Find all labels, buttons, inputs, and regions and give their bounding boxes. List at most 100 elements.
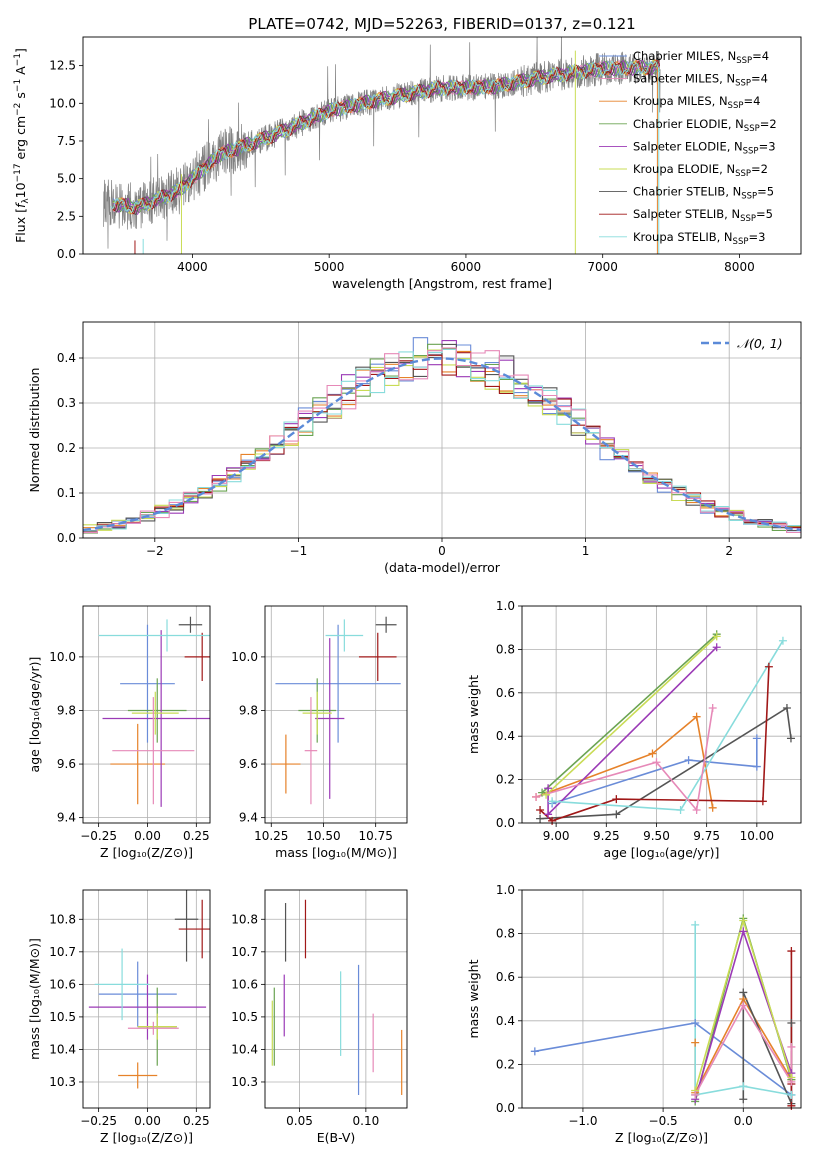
weight_vs_age-series-0-marker-1: [684, 756, 693, 765]
age_vs_mass-xlabel: mass [log₁₀(M/M⊙)]: [275, 845, 397, 860]
weight_vs_age-series-6-marker-4: [764, 662, 773, 671]
mass_vs_ebv-ytick-label-4: 10.7: [231, 945, 258, 959]
weight_vs_Z-series-5-marker-0: [739, 1095, 748, 1104]
weight_vs_Z-series-8-marker-0: [691, 1090, 700, 1099]
legend-label-suffix-6: =5: [757, 185, 774, 199]
weight_vs_age-series-7-line: [552, 640, 784, 811]
legend-label-main-2: Kroupa MILES, N: [633, 94, 728, 108]
spectrum-xlabel: wavelength [Angstrom, rest frame]: [332, 276, 552, 291]
weight_vs_age-series-5-marker-3: [786, 734, 795, 743]
weight_vs_age-ytick-label-3: 0.6: [496, 686, 515, 700]
weight_vs_age-ytick-label-1: 0.2: [496, 773, 515, 787]
mass_vs_ebv-xtick-label-1: 0.10: [353, 1114, 380, 1128]
weight_vs_Z-ytick-label-0: 0.0: [496, 1101, 515, 1115]
age_vs_mass-xtick-label-2: 10.75: [358, 829, 392, 843]
weight_vs_age-series-0-marker-3: [752, 734, 761, 743]
residuals-ytick-label-2: 0.2: [57, 441, 76, 455]
legend-label-1: Salpeter MILES, NSSP=4: [633, 72, 768, 89]
gaussian-reference-line: [83, 357, 801, 532]
weight_vs_age-series-5-marker-2: [782, 703, 791, 712]
residuals-xtick-label-4: 2: [725, 544, 733, 558]
legend-label-sub-0: SSP: [736, 56, 752, 66]
weight_vs_age-series-2-marker-0: [538, 788, 547, 797]
age_vs_Z-xtick-label-0: −0.25: [80, 829, 117, 843]
age_vs_Z-ytick-label-2: 9.8: [57, 703, 76, 717]
weight_vs_age-series-6-marker-1: [548, 816, 557, 825]
weight_vs_age-series-3-marker-0: [544, 784, 553, 793]
age_vs_Z-plot-area: [83, 606, 210, 823]
legend-label-sub-2: SSP: [728, 101, 744, 111]
age_vs_Z-ytick-label-1: 9.6: [57, 757, 76, 771]
weight_vs_age-series-1-marker-1: [648, 749, 657, 758]
legend-label-sub-7: SSP: [740, 214, 756, 224]
residual-histogram-5: [83, 343, 801, 532]
weight_vs_Z-xtick-label-1: −0.5: [649, 1114, 678, 1128]
spectrum-ytick-label-3: 7.5: [57, 134, 76, 148]
weight_vs_age-ytick-label-4: 0.8: [496, 642, 515, 656]
mass_vs_Z-xtick-label-0: −0.25: [80, 1114, 117, 1128]
gaussian-legend-label: 𝒩(0, 1): [737, 336, 783, 351]
legend-label-0: Chabrier MILES, NSSP=4: [633, 49, 769, 66]
weight_vs_age-series-6-marker-2: [612, 795, 621, 804]
weight_vs_age-series-4-line: [545, 635, 718, 796]
legend-label-8: Kroupa STELIB, NSSP=3: [633, 230, 765, 247]
weight_vs_Z-series-1-marker-0: [691, 1038, 700, 1047]
spectrum-panel: 4000 5000 6000 7000 8000 0.0 2.5 5.0 7.5 10.0 12.5…: [13, 36, 802, 291]
legend-label-main-8: Kroupa STELIB, N: [633, 230, 733, 244]
weight_vs_age-series-1-marker-2: [692, 712, 701, 721]
legend-label-sub-8: SSP: [733, 237, 749, 247]
residual-histogram-6: [83, 352, 801, 533]
figure-title: PLATE=0742, MJD=52263, FIBERID=0137, z=0…: [248, 15, 635, 33]
spectrum-frame: [82, 36, 802, 255]
weight_vs_age-series-7-marker-1: [676, 805, 685, 814]
age-vs-metallicity-panel: −0.25 0.00 0.25 9.4 9.6 9.8 10.0 Z [log₁₀(Z/Z⊙)…: [27, 605, 211, 860]
weight_vs_age-series-5-marker-1: [612, 810, 621, 819]
weight_vs_age-series-3-marker-1: [544, 810, 553, 819]
spectrum-xtick-label-1: 5000: [314, 260, 345, 274]
age_vs_Z-ylabel: age [log₁₀(age/yr)]: [27, 657, 42, 773]
weight-vs-age-panel: 9.00 9.25 9.50 9.75 10.00 0.0 0.2 0.4 0.6 0.8 1.0 a…: [466, 599, 802, 860]
weight_vs_Z-series-8-marker-1: [739, 1001, 748, 1010]
legend-label-sub-6: SSP: [741, 192, 757, 202]
mass_vs_Z-ytick-label-1: 10.4: [49, 1042, 76, 1056]
mass_vs_Z-ytick-label-5: 10.8: [49, 912, 76, 926]
mass_vs_Z-plot-area: [83, 890, 210, 1108]
mass_vs_ebv-xlabel: E(B-V): [317, 1130, 356, 1145]
weight_vs_age-series-8-marker-1: [652, 758, 661, 767]
weight_vs_Z-series-7-marker-3: [787, 1090, 796, 1099]
weight_vs_age-ytick-label-5: 1.0: [496, 599, 515, 613]
weight_vs_age-xtick-label-2: 9.50: [643, 829, 670, 843]
legend-label-suffix-5: =2: [751, 162, 768, 176]
legend-label-suffix-7: =5: [756, 207, 773, 221]
mass_vs_Z-ytick-label-3: 10.6: [49, 977, 76, 991]
legend-label-2: Kroupa MILES, NSSP=4: [633, 94, 760, 111]
residuals-ytick-label-1: 0.1: [57, 486, 76, 500]
age-vs-mass-panel: 10.25 10.50 10.75 9.4 9.6 9.8 10.0 mass [log₁₀(…: [231, 605, 408, 860]
age_vs_Z-ytick-label-0: 9.4: [57, 811, 76, 825]
mass_vs_Z-ytick-label-2: 10.5: [49, 1010, 76, 1024]
spectrum-plot-area: [103, 37, 661, 254]
legend-label-suffix-4: =3: [759, 139, 776, 153]
residuals-plot-area: [83, 322, 801, 538]
residuals-ytick-label-3: 0.3: [57, 396, 76, 410]
age_vs_mass-ytick-label-1: 9.6: [239, 757, 258, 771]
weight_vs_Z-series-5-marker-3: [787, 1018, 796, 1027]
weight_vs_Z-xtick-label-2: 0.0: [734, 1114, 753, 1128]
spectrum-ytick-label-4: 10.0: [49, 96, 76, 110]
weight_vs_age-xtick-label-4: 10.00: [740, 829, 774, 843]
weight_vs_age-series-1-marker-3: [708, 803, 717, 812]
spectrum-xtick-label-3: 7000: [587, 260, 618, 274]
spectrum-ytick-label-1: 2.5: [57, 209, 76, 223]
weight_vs_age-ylabel: mass weight: [466, 675, 481, 754]
weight_vs_age-series-8-marker-0: [532, 792, 541, 801]
weight_vs_Z-ytick-label-2: 0.4: [496, 1014, 515, 1028]
mass_vs_ebv-frame: [264, 889, 408, 1109]
weight_vs_Z-series-7-line: [694, 924, 792, 1096]
spectrum-xtick-label-0: 4000: [177, 260, 208, 274]
weight_vs_age-series-6-marker-3: [758, 797, 767, 806]
weight_vs_Z-plot-area: [522, 890, 801, 1108]
weight_vs_age-series-7-marker-0: [548, 797, 557, 806]
mass_vs_ebv-ytick-label-5: 10.8: [231, 912, 258, 926]
mass_vs_Z-frame: [82, 889, 211, 1109]
age_vs_mass-frame: [264, 605, 408, 824]
